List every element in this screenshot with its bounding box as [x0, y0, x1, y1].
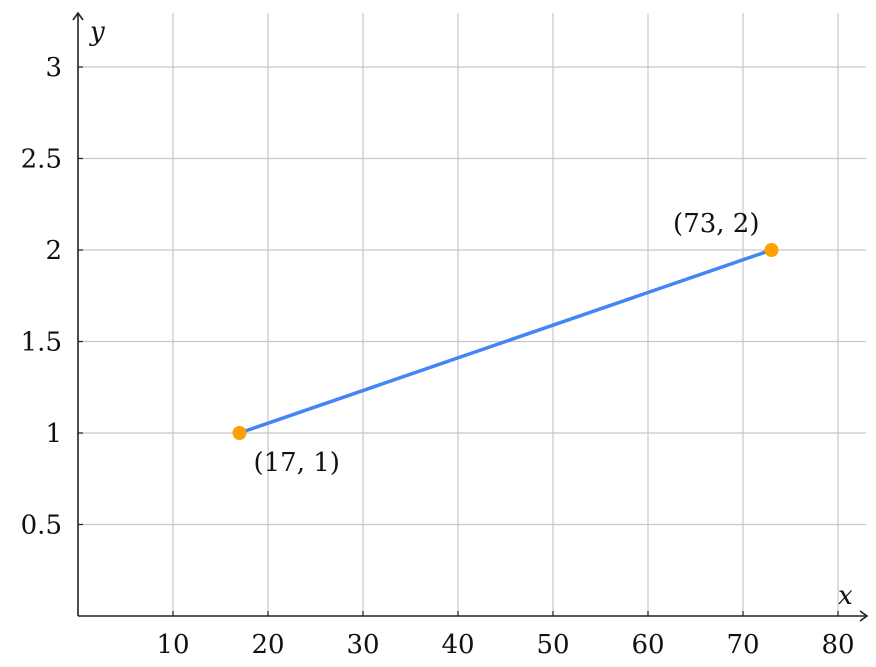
- y-axis-arrow: [72, 11, 84, 21]
- series: [232, 243, 779, 440]
- y-axis-label: y: [89, 17, 105, 47]
- x-tick-label: 30: [346, 630, 379, 660]
- x-axis-arrow: [859, 610, 869, 622]
- x-tick-label: 40: [441, 630, 474, 660]
- axes: x y: [72, 11, 869, 622]
- x-tick-label: 10: [156, 630, 189, 660]
- data-point: [232, 426, 247, 440]
- annotations: (17, 1) (73, 2): [254, 209, 760, 478]
- data-point: [764, 243, 779, 257]
- point-annotation: (73, 2): [673, 209, 759, 239]
- x-tick-label: 50: [536, 630, 569, 660]
- x-tick-label: 80: [821, 630, 854, 660]
- point-annotation: (17, 1): [254, 448, 340, 478]
- tick-labels: 10 20 30 40 50 60 70 80 0.5 1 1.5 2 2.5 3: [21, 53, 855, 660]
- y-tick-label: 1: [45, 419, 62, 449]
- x-tick-label: 60: [631, 630, 664, 660]
- y-tick-label: 1.5: [21, 328, 62, 358]
- y-tick-label: 2: [45, 236, 62, 266]
- x-axis-label: x: [838, 581, 853, 611]
- series-line: [237, 248, 774, 435]
- grid: [78, 13, 866, 616]
- x-tick-label: 20: [251, 630, 284, 660]
- y-tick-label: 3: [45, 53, 62, 83]
- x-tick-label: 70: [726, 630, 759, 660]
- y-tick-label: 2.5: [21, 145, 62, 175]
- y-tick-label: 0.5: [21, 511, 62, 541]
